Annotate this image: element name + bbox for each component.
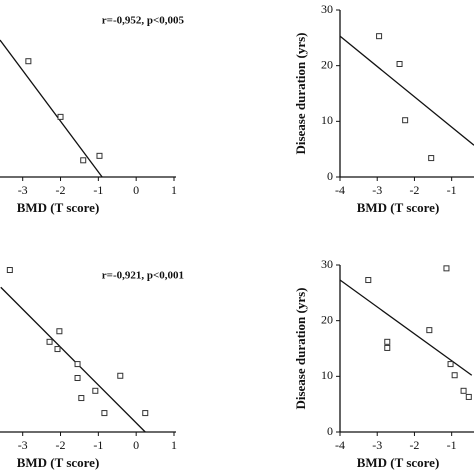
point: [101, 410, 108, 417]
y-tick-label: 30: [321, 257, 333, 271]
point: [46, 338, 53, 345]
point: [396, 60, 403, 67]
x-tick-label: -3: [372, 183, 382, 197]
y-axis-label: Disease duration (yrs): [293, 32, 308, 154]
point: [92, 387, 99, 394]
y-tick-label: 20: [321, 312, 333, 326]
point: [74, 375, 81, 382]
point: [117, 372, 124, 379]
x-axis-label: BMD (T score): [17, 455, 100, 470]
point: [384, 344, 391, 351]
x-tick-label: -4: [335, 183, 345, 197]
point: [25, 58, 32, 65]
x-tick-label: -3: [18, 183, 28, 197]
point: [74, 361, 81, 368]
point: [56, 328, 63, 335]
y-tick-label: 10: [321, 113, 333, 127]
y-tick-label: 10: [321, 368, 333, 382]
point: [365, 277, 372, 284]
y-axis-label: Disease duration (yrs): [293, 287, 308, 409]
point: [142, 410, 149, 417]
point: [57, 113, 64, 120]
fit-line: [0, 39, 103, 178]
y-tick-label: 20: [321, 57, 333, 71]
x-tick-label: -2: [409, 183, 419, 197]
annotation: r=-0,952, p<0,005: [102, 15, 185, 27]
x-tick-label: -1: [93, 183, 103, 197]
panel: -4 -3 -2 -1 0 10 20 30 Disease duration (yrs) BMD…: [293, 257, 474, 470]
x-tick-label: 1: [171, 438, 177, 452]
fit-line: [0, 286, 146, 433]
x-tick-label: -1: [93, 438, 103, 452]
x-tick-label: 1: [171, 183, 177, 197]
point: [447, 361, 454, 368]
point: [428, 155, 435, 162]
x-tick-label: -2: [409, 438, 419, 452]
x-axis-label: BMD (T score): [357, 455, 440, 470]
point: [96, 152, 103, 159]
x-tick-label: -2: [56, 438, 66, 452]
point: [80, 157, 87, 164]
fit-line: [339, 279, 473, 376]
y-tick-label: 30: [321, 2, 333, 16]
x-tick-label: -1: [447, 183, 457, 197]
point: [6, 267, 13, 274]
x-tick-label: -4: [335, 438, 345, 452]
point: [78, 395, 85, 402]
panel: -4 -3 -2 -1 0 10 20 30 Disease duration (yrs) BMD…: [293, 2, 474, 215]
point: [384, 338, 391, 345]
point: [376, 33, 383, 40]
point: [443, 265, 450, 272]
x-tick-label: 0: [133, 438, 139, 452]
panel: -3 -2 -1 0 1 BMD (T score) r=-0,952, p<0,005: [0, 15, 184, 215]
point: [451, 372, 458, 379]
point: [465, 393, 472, 400]
y-tick-label: 0: [327, 424, 333, 438]
x-tick-label: -1: [447, 438, 457, 452]
point: [54, 346, 61, 353]
fit-line: [339, 35, 474, 146]
x-tick-label: -2: [56, 183, 66, 197]
point: [402, 117, 409, 124]
annotation: r=-0,921, p<0,001: [102, 270, 184, 282]
y-tick-label: 0: [327, 169, 333, 183]
x-tick-label: -3: [372, 438, 382, 452]
point: [460, 387, 467, 394]
x-tick-label: 0: [133, 183, 139, 197]
panel: -3 -2 -1 0 1 BMD (T score) r=-0,921, p<0,001: [0, 267, 184, 470]
point: [426, 327, 433, 334]
x-tick-label: -3: [18, 438, 28, 452]
x-axis-label: BMD (T score): [357, 200, 440, 215]
x-axis-label: BMD (T score): [17, 200, 100, 215]
